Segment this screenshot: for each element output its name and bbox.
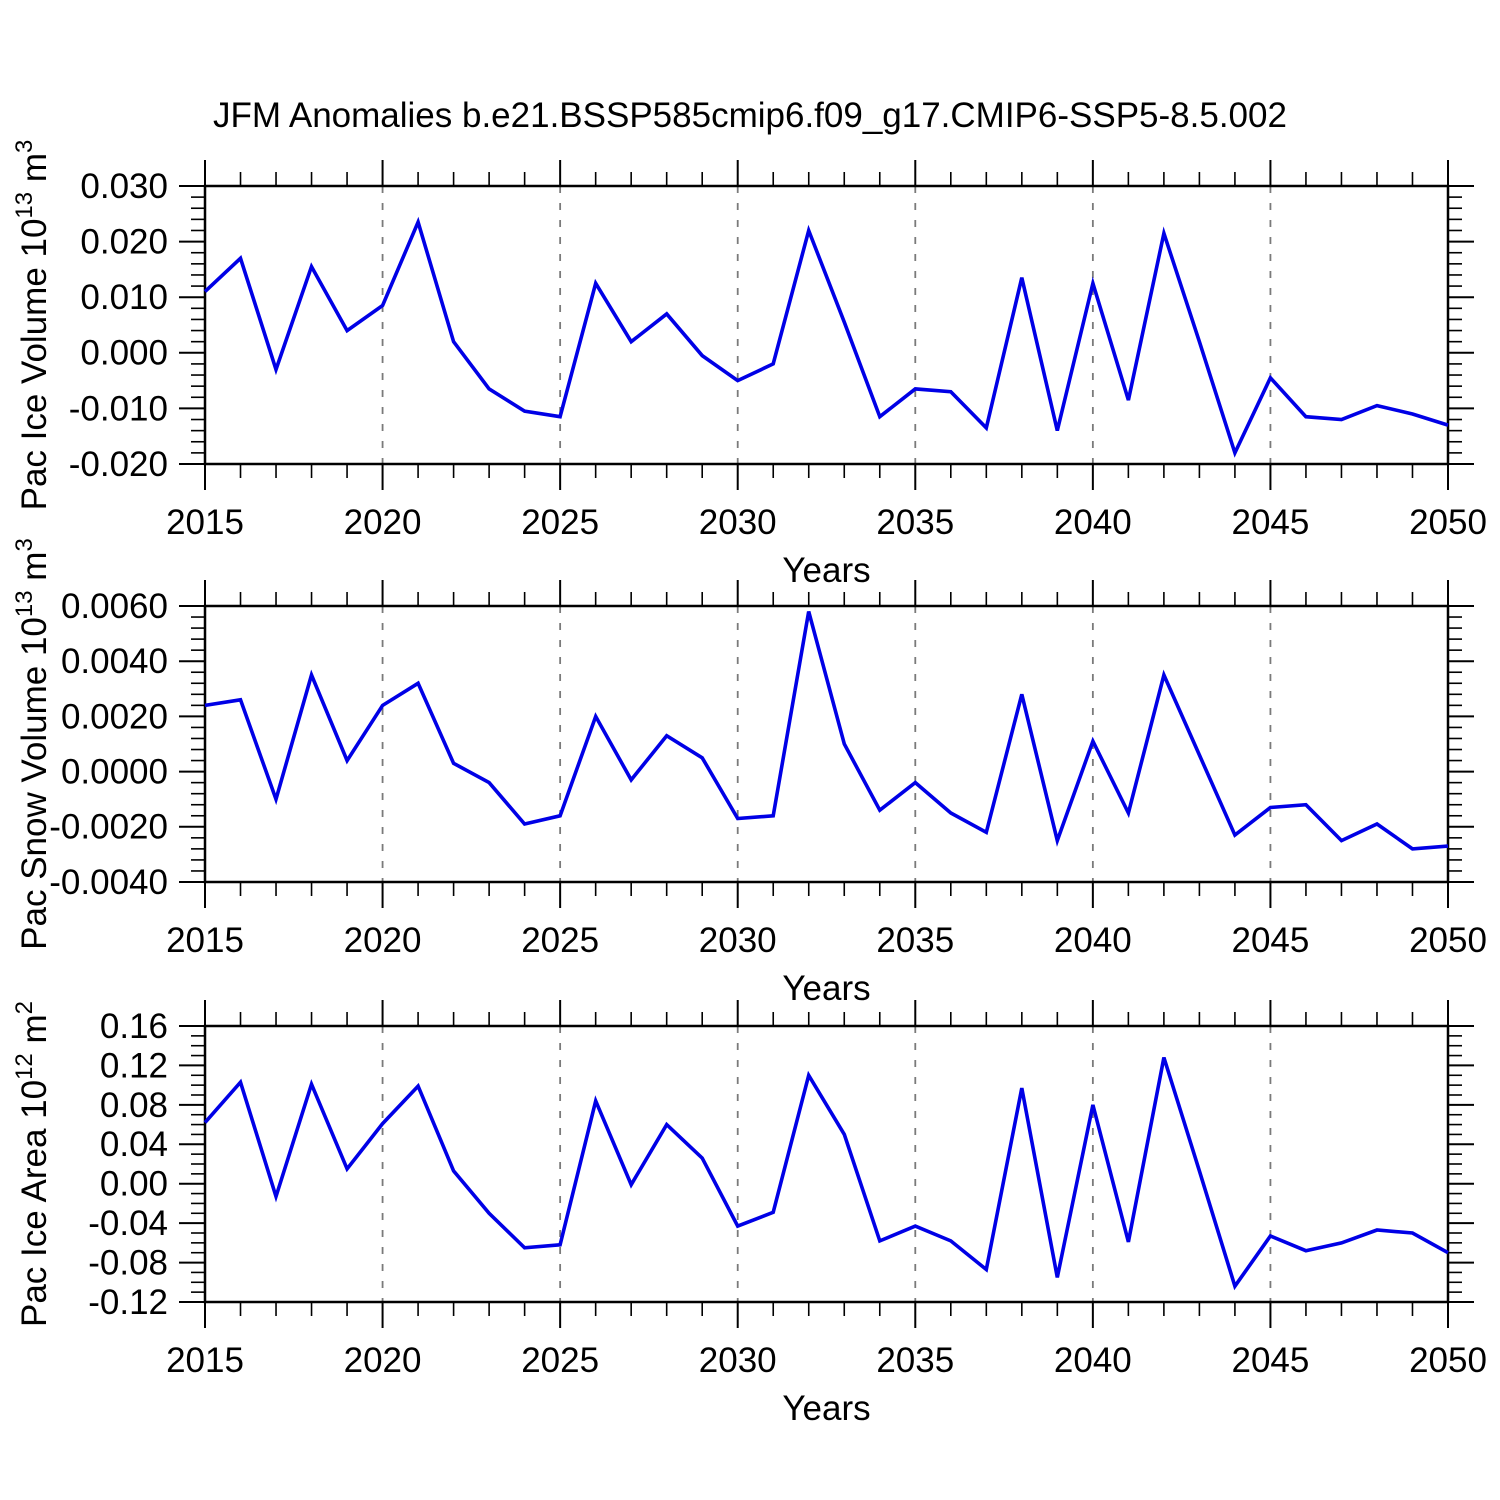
y-tick-label: 0.0000 bbox=[61, 753, 168, 792]
y-tick-label: -0.020 bbox=[69, 445, 168, 484]
y-tick-label: 0.000 bbox=[80, 334, 168, 373]
x-tick-label: 2020 bbox=[344, 921, 422, 960]
y-tick-label: -0.0040 bbox=[49, 863, 168, 902]
y-tick-label: 0.020 bbox=[80, 223, 168, 262]
x-tick-label: 2040 bbox=[1054, 921, 1132, 960]
x-axis-title: Years bbox=[782, 969, 870, 1008]
chart-pac-ice-area: 0.160.120.080.040.00-0.04-0.08-0.12 2015 2… bbox=[11, 1000, 1487, 1428]
y-tick-label: -0.010 bbox=[69, 389, 168, 428]
x-tick-label: 2015 bbox=[166, 503, 244, 542]
y-tick-label: 0.08 bbox=[100, 1086, 168, 1125]
y-axis-title: Pac Ice Area 1012 m2 bbox=[11, 1001, 54, 1327]
data-line-pac-snow-volume bbox=[204, 611, 1449, 851]
plot-frame bbox=[203, 184, 1450, 466]
y-tick-label: 0.010 bbox=[80, 278, 168, 317]
y-tick-label: -0.04 bbox=[88, 1204, 168, 1243]
x-tick-label: 2020 bbox=[344, 1341, 422, 1380]
plot-frame bbox=[203, 1024, 1450, 1304]
chart-pac-snow-volume: 0.0060 0.0040 0.0020 0.0000 -0.0020 -0.0040 20… bbox=[11, 538, 1487, 1008]
x-tick-label: 2015 bbox=[166, 921, 244, 960]
x-tick-label: 2030 bbox=[699, 503, 777, 542]
x-tick-label: 2040 bbox=[1054, 1341, 1132, 1380]
y-tick-label: 0.0060 bbox=[61, 587, 168, 626]
y-tick-label: -0.12 bbox=[88, 1283, 168, 1322]
x-tick-label: 2040 bbox=[1054, 503, 1132, 542]
x-tick-label: 2045 bbox=[1231, 1341, 1309, 1380]
x-tick-label: 2015 bbox=[166, 1341, 244, 1380]
plot-frame bbox=[203, 604, 1450, 884]
y-tick-label: 0.16 bbox=[100, 1007, 168, 1046]
x-tick-label: 2020 bbox=[344, 503, 422, 542]
x-tick-label: 2045 bbox=[1231, 921, 1309, 960]
y-tick-label: -0.08 bbox=[88, 1243, 168, 1282]
data-line-pac-ice-area bbox=[203, 1056, 1449, 1291]
data-line-pac-ice-volume bbox=[203, 216, 1449, 458]
x-tick-label: 2035 bbox=[876, 503, 954, 542]
x-axis-title: Years bbox=[782, 1389, 870, 1428]
x-tick-label: 2035 bbox=[876, 1341, 954, 1380]
x-tick-label: 2050 bbox=[1409, 503, 1487, 542]
chart-pac-ice-volume: 0.030 0.020 0.010 0.000 -0.010 -0.020 2015 2020… bbox=[11, 140, 1487, 590]
x-tick-label: 2045 bbox=[1231, 503, 1309, 542]
y-axis-title: Pac Snow Volume 1013 m3 bbox=[11, 538, 54, 950]
x-tick-label: 2035 bbox=[876, 921, 954, 960]
y-tick-label: 0.04 bbox=[100, 1125, 168, 1164]
x-tick-label: 2050 bbox=[1409, 921, 1487, 960]
x-tick-label: 2025 bbox=[521, 1341, 599, 1380]
x-tick-label: 2030 bbox=[699, 1341, 777, 1380]
x-axis-title: Years bbox=[782, 551, 870, 590]
y-tick-label: 0.030 bbox=[80, 167, 168, 206]
x-tick-label: 2025 bbox=[521, 921, 599, 960]
y-tick-label: 0.0020 bbox=[61, 697, 168, 736]
y-axis-title: Pac Ice Volume 1013 m3 bbox=[11, 140, 54, 511]
y-tick-label: 0.0040 bbox=[61, 642, 168, 681]
y-tick-label: 0.12 bbox=[100, 1046, 168, 1085]
y-tick-label: -0.0020 bbox=[49, 808, 168, 847]
x-tick-label: 2030 bbox=[699, 921, 777, 960]
x-tick-label: 2025 bbox=[521, 503, 599, 542]
y-tick-label: 0.00 bbox=[100, 1165, 168, 1204]
x-tick-label: 2050 bbox=[1409, 1341, 1487, 1380]
plot-title: JFM Anomalies b.e21.BSSP585cmip6.f09_g17… bbox=[213, 96, 1287, 135]
